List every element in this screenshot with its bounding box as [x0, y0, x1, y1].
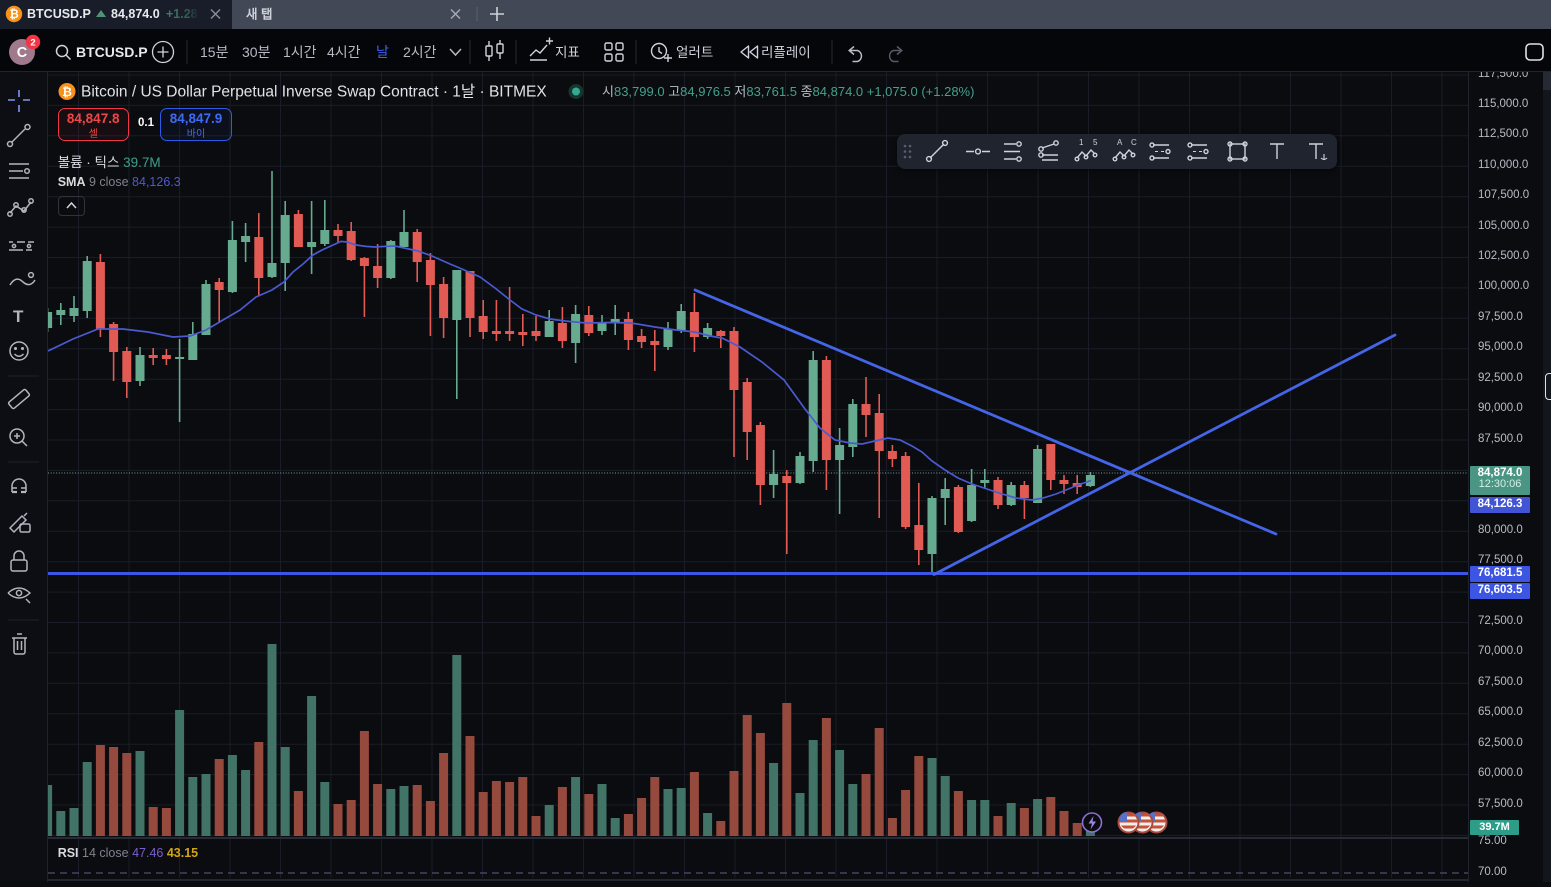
svg-text:1: 1 [1079, 138, 1084, 147]
svg-text:₿: ₿ [9, 9, 18, 21]
svg-text:C: C [17, 45, 28, 61]
svg-text:지표: 지표 [555, 45, 580, 60]
svg-text:날: 날 [376, 44, 389, 60]
svg-text:C: C [1131, 138, 1137, 147]
svg-text:1시간: 1시간 [283, 44, 317, 60]
svg-text:2시간: 2시간 [403, 44, 437, 60]
svg-text:5: 5 [1093, 138, 1098, 147]
svg-text:T: T [13, 307, 24, 326]
svg-text:Bitcoin / US Dollar Perpetual: Bitcoin / US Dollar Perpetual Inverse Sw… [81, 83, 547, 101]
svg-text:새 탭: 새 탭 [246, 7, 272, 22]
svg-text:2: 2 [30, 38, 35, 49]
svg-text:+1.28: +1.28 [166, 7, 198, 21]
svg-text:얼러트: 얼러트 [676, 45, 713, 60]
svg-text:84,874.0: 84,874.0 [111, 7, 160, 21]
svg-text:리플레이: 리플레이 [761, 45, 811, 60]
svg-text:30분: 30분 [242, 44, 271, 60]
svg-text:시83,799.0 고84,976.5 저83,761.5: 시83,799.0 고84,976.5 저83,761.5 종84,874.0 … [602, 84, 974, 99]
svg-text:15분: 15분 [200, 44, 229, 60]
svg-text:4시간: 4시간 [327, 44, 361, 60]
svg-text:A: A [1117, 138, 1123, 147]
svg-text:₿: ₿ [62, 85, 72, 99]
svg-text:BTCUSD.P: BTCUSD.P [76, 44, 148, 60]
svg-text:BTCUSD.P: BTCUSD.P [27, 7, 91, 21]
